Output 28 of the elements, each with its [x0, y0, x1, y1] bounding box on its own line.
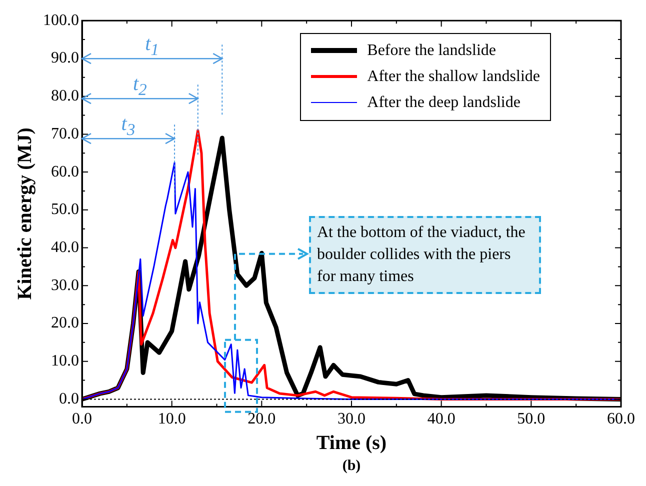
x-axis-title: Time (s) [316, 432, 387, 454]
x-tick-label: 0.0 [72, 410, 92, 428]
x-tick-label: 10.0 [158, 410, 186, 428]
y-tick-label: 50.0 [51, 201, 79, 218]
y-tick-label: 0.0 [59, 390, 79, 408]
ref-line-label: t$_{3}$ [120, 112, 136, 141]
y-tick-label: 30.0 [51, 276, 79, 294]
ref-line-label: t$_{1}$ [144, 32, 160, 61]
y-tick-label: 100.0 [43, 12, 79, 29]
annotation: At the bottom of the viaduct, the boulder collides with the piers for many times [309, 216, 541, 294]
y-tick-label: 10.0 [51, 352, 79, 370]
legend-label: After the shallow landslide [367, 66, 540, 87]
x-tick-label: 20.0 [248, 410, 276, 428]
y-tick-label: 80.0 [51, 88, 79, 105]
y-axis-title: Kinetic energy (MJ) [14, 128, 36, 300]
x-tick-label: 30.0 [338, 410, 366, 428]
text: (b) [342, 458, 361, 474]
y-tick-label: 60.0 [51, 163, 79, 180]
legend-label: Before the landslide [367, 40, 496, 61]
x-tick-label: 50.0 [517, 410, 546, 428]
y-tick-label: 90.0 [51, 50, 79, 67]
y-tick-label: 20.0 [51, 314, 79, 332]
x-tick-label: 40.0 [427, 410, 456, 428]
ref-line-label: t$_{2}$ [132, 72, 148, 101]
y-tick-label: 70.0 [51, 125, 79, 142]
legend-label: After the deep landslide [367, 92, 520, 113]
x-tick-label: 60.0 [607, 410, 635, 428]
y-tick-label: 40.0 [51, 238, 79, 256]
